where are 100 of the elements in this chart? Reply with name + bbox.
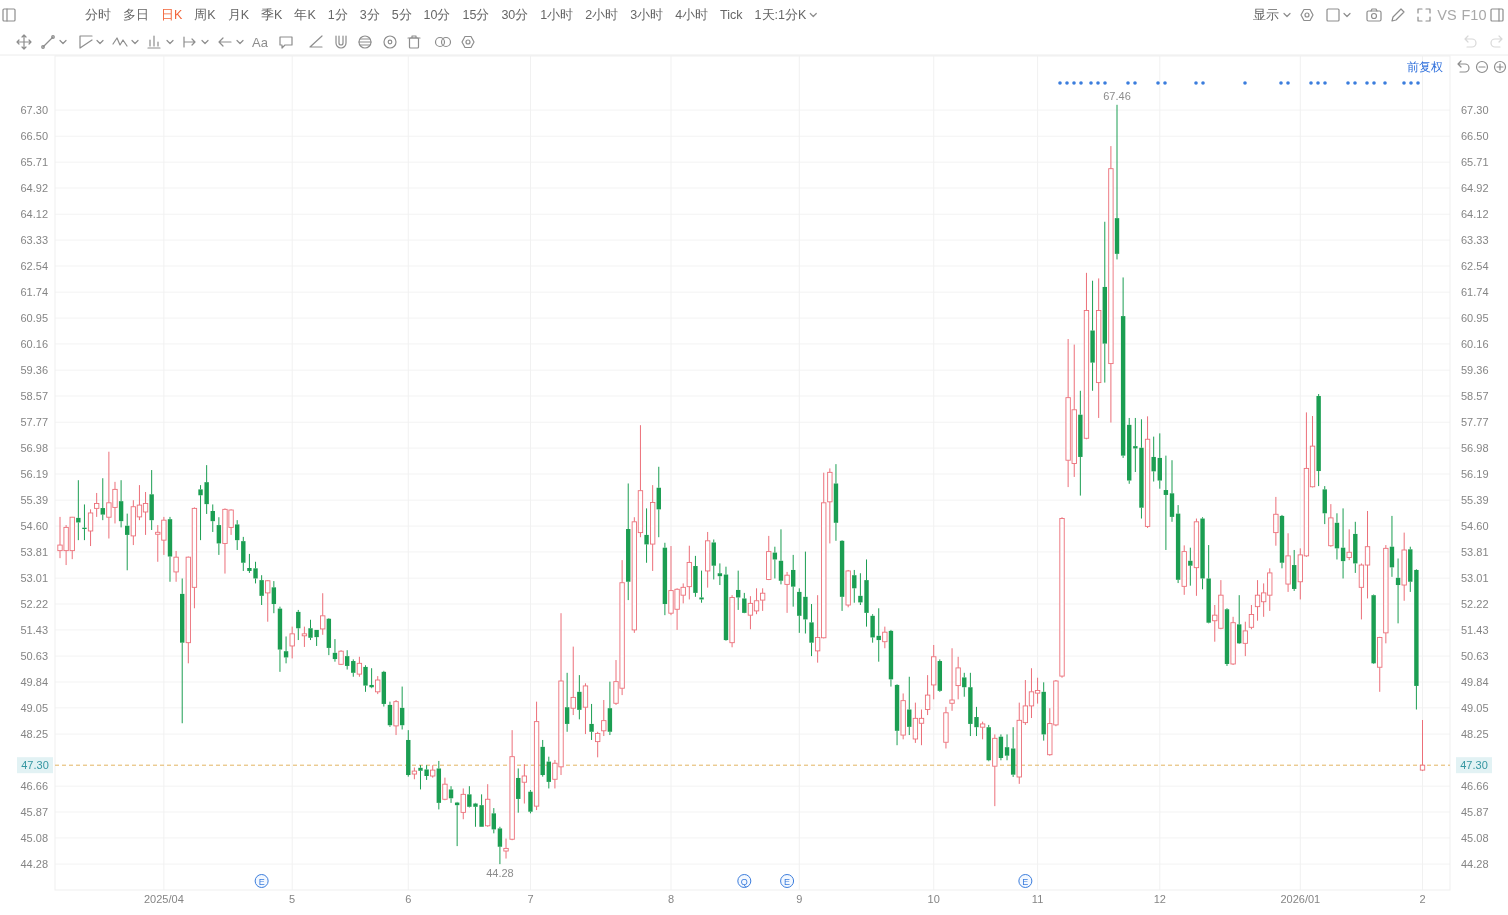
- y-tick-label: 61.74: [20, 286, 48, 299]
- x-tick-label: 6: [405, 893, 412, 905]
- y-tick-label: 64.92: [20, 182, 48, 195]
- y-tick-label: 56.98: [20, 442, 48, 455]
- annotation: 前复权: [1407, 60, 1443, 74]
- x-tick-label: 7: [527, 893, 534, 905]
- x-tick-label: 8: [667, 893, 675, 905]
- annotation: Q: [740, 876, 748, 887]
- y-tick-label: 49.05: [20, 701, 48, 714]
- y2-tick-label: 48.25: [1461, 728, 1489, 741]
- y2-tick-label: 49.05: [1461, 701, 1489, 714]
- text: 1天:1分K: [754, 8, 807, 22]
- annotation: E: [258, 876, 265, 887]
- y2-tick-label: 56.98: [1461, 442, 1489, 455]
- y2-tick-label: 63.33: [1461, 234, 1489, 247]
- y2-tick-label: 65.71: [1461, 156, 1489, 169]
- text: Aa: [252, 34, 269, 50]
- x-tick-label: 2026/01: [1280, 893, 1321, 905]
- y-tick-label: 59.36: [20, 364, 48, 377]
- text: 年K: [294, 8, 317, 22]
- y2-tick-label: 60.16: [1461, 337, 1489, 350]
- y-tick-label: 53.81: [20, 545, 48, 558]
- text: 周K: [194, 8, 217, 22]
- text: 多日: [123, 8, 149, 22]
- y-tick-label: 57.77: [20, 416, 48, 429]
- text: 2小时: [585, 8, 619, 22]
- y-tick-label: 64.12: [20, 208, 48, 221]
- text: 显示: [1253, 8, 1279, 22]
- text: 1小时: [540, 8, 574, 22]
- y-tick-label: 62.54: [20, 259, 48, 272]
- y-tick-label: 52.22: [20, 598, 48, 611]
- y-tick-label: 48.25: [20, 728, 48, 741]
- y-tick-label: 45.87: [20, 806, 48, 819]
- y-tick-label: 50.63: [20, 650, 48, 663]
- text: 15分: [462, 8, 490, 22]
- y2-tick-label: 46.66: [1461, 780, 1489, 793]
- text: 3分: [359, 8, 380, 22]
- y-tick-label: 49.84: [20, 675, 48, 688]
- text: 季K: [261, 8, 284, 22]
- y2-tick-label: 52.22: [1461, 598, 1489, 611]
- y-tick-label: 46.66: [20, 780, 48, 793]
- text: Tick: [720, 8, 744, 22]
- text: 月K: [227, 8, 250, 22]
- x-tick-label: 2: [1419, 893, 1426, 905]
- y2-tick-label: 55.39: [1461, 494, 1489, 507]
- text: 3小时: [630, 8, 664, 22]
- y2-tick-label: 64.12: [1461, 208, 1489, 221]
- y-tick-label: 60.16: [20, 337, 48, 350]
- y2-tick-label: 49.84: [1461, 675, 1489, 688]
- y-tick-label: 45.08: [20, 831, 48, 844]
- y-tick-label: 55.39: [20, 494, 48, 507]
- annotation: 67.46: [1103, 89, 1131, 102]
- text: 4小时: [675, 8, 709, 22]
- y2-tick-label: 60.95: [1461, 312, 1489, 325]
- y-tick-label: 58.57: [20, 390, 48, 403]
- y2-tick-label: 62.54: [1461, 259, 1489, 272]
- y2-tick-label: 59.36: [1461, 364, 1489, 377]
- x-tick-label: 2025/04: [143, 893, 184, 905]
- y2-tick-label: 66.50: [1461, 130, 1489, 143]
- y2-tick-label: 54.60: [1461, 520, 1489, 533]
- annotation: 44.28: [486, 867, 514, 880]
- y-tick-label: 63.33: [20, 234, 48, 247]
- text: 1分: [327, 8, 348, 22]
- text: 10分: [423, 8, 451, 22]
- y2-tick-label: 57.77: [1461, 416, 1489, 429]
- y2-tick-label: 64.92: [1461, 182, 1489, 195]
- y2-tick-label: 51.43: [1461, 623, 1489, 636]
- y2-tick-label: 58.57: [1461, 390, 1489, 403]
- y2-tick-label: 44.28: [1461, 858, 1489, 871]
- x-tick-label: 9: [796, 893, 803, 905]
- y-tick-label: 56.19: [20, 467, 48, 480]
- text: VS: [1437, 7, 1457, 23]
- y2-tick-label: 56.19: [1461, 467, 1489, 480]
- y2-tick-label: 45.87: [1461, 806, 1489, 819]
- x-tick-label: 5: [289, 893, 296, 905]
- y-tick-label: 51.43: [20, 623, 48, 636]
- y-tick-label: 65.71: [20, 156, 48, 169]
- y2-tick-label: 53.81: [1461, 545, 1489, 558]
- y2-tick-label: 47.30: [1460, 759, 1488, 772]
- x-tick-label: 10: [927, 893, 940, 905]
- annotation: E: [784, 876, 791, 887]
- text: F10: [1461, 7, 1487, 23]
- y-tick-label: 54.60: [20, 520, 48, 533]
- y-tick-label: 44.28: [20, 858, 48, 871]
- ref-line-label: 47.30: [21, 759, 49, 772]
- y-tick-label: 60.95: [20, 312, 48, 325]
- y-tick-label: 67.30: [20, 104, 48, 117]
- text: 分时: [85, 8, 111, 22]
- y-tick-label: 53.01: [20, 572, 48, 585]
- y2-tick-label: 45.08: [1461, 831, 1489, 844]
- y2-tick-label: 67.30: [1461, 104, 1489, 117]
- text: 30分: [501, 8, 529, 22]
- text: 5分: [391, 8, 412, 22]
- annotation: E: [1022, 876, 1029, 887]
- y2-tick-label: 61.74: [1461, 286, 1489, 299]
- y2-tick-label: 53.01: [1461, 572, 1489, 585]
- y2-tick-label: 50.63: [1461, 650, 1489, 663]
- text: 日K: [161, 8, 183, 22]
- y-tick-label: 66.50: [20, 130, 48, 143]
- x-tick-label: 12: [1153, 893, 1166, 905]
